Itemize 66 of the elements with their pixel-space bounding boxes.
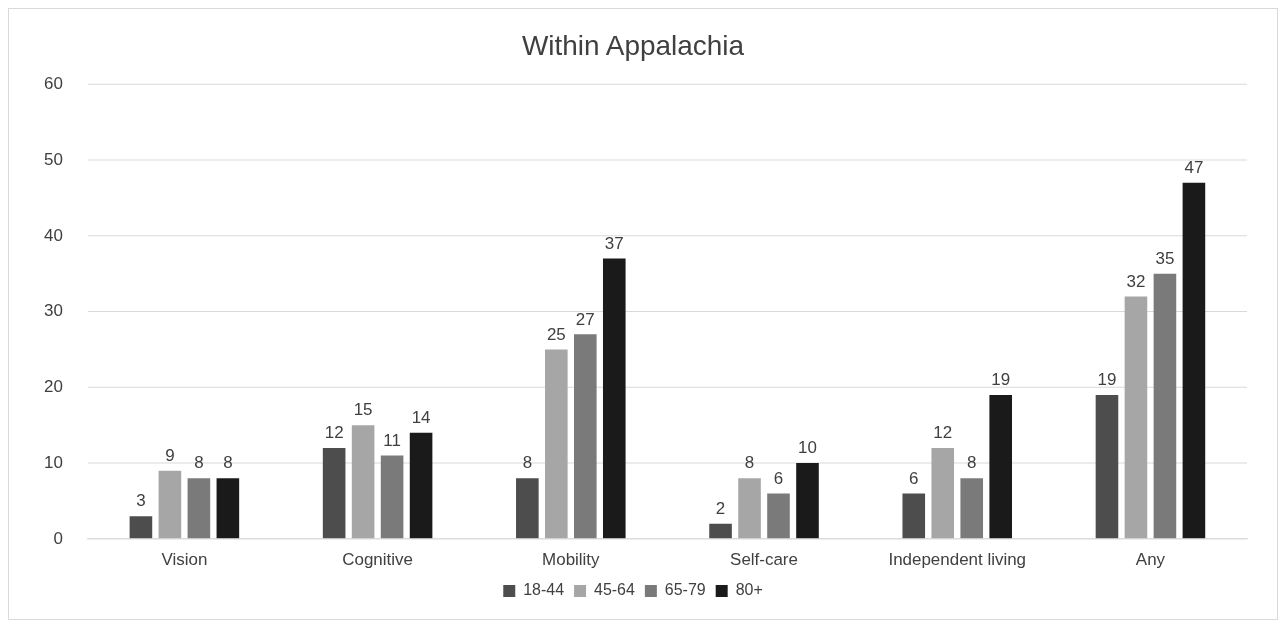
y-tick-label: 60 — [43, 74, 63, 94]
bar — [187, 478, 211, 539]
data-label: 25 — [546, 324, 566, 344]
legend-label: 18-44 — [523, 581, 565, 599]
bar — [767, 493, 790, 539]
bar — [409, 432, 433, 539]
data-label: 9 — [165, 445, 175, 465]
bar — [1182, 182, 1206, 539]
data-label: 19 — [991, 370, 1011, 390]
bar — [931, 447, 955, 539]
bar — [989, 394, 1013, 539]
x-tick-label: Independent living — [888, 549, 1027, 569]
data-label: 37 — [604, 233, 624, 253]
data-label: 8 — [967, 453, 977, 473]
y-tick-label: 30 — [43, 301, 63, 321]
bar — [516, 478, 539, 539]
data-label: 19 — [1097, 370, 1117, 390]
bar — [351, 425, 375, 539]
data-label: 47 — [1184, 158, 1204, 178]
data-label: 11 — [383, 430, 401, 450]
data-label: 6 — [909, 468, 919, 488]
bar — [216, 478, 240, 539]
bar — [1124, 296, 1148, 539]
y-tick-label: 0 — [53, 528, 63, 548]
x-tick-label: Any — [1135, 549, 1166, 569]
x-tick-label: Cognitive — [342, 549, 413, 569]
data-label: 8 — [522, 453, 533, 473]
bar — [129, 516, 153, 539]
bar — [545, 349, 568, 539]
bar — [1153, 273, 1177, 539]
bar — [709, 523, 732, 539]
bar — [158, 470, 182, 539]
bar — [574, 334, 597, 539]
data-label: 12 — [933, 423, 953, 443]
x-tick-label: Mobility — [542, 549, 601, 569]
bar — [380, 455, 404, 539]
legend-label: 45-64 — [594, 581, 636, 599]
data-label: 27 — [575, 309, 595, 329]
data-label: 15 — [353, 400, 373, 420]
data-label: 10 — [798, 438, 817, 458]
data-label: 12 — [324, 423, 344, 443]
x-tick-label: Vision — [161, 549, 208, 569]
data-label: 32 — [1126, 271, 1146, 291]
data-label: 35 — [1155, 248, 1175, 268]
legend-label: 65-79 — [664, 581, 706, 599]
data-label: 8 — [194, 453, 204, 473]
x-tick-label: Self-care — [730, 549, 798, 569]
y-tick-label: 40 — [43, 225, 63, 245]
bar — [960, 478, 984, 539]
legend-label: 80+ — [735, 581, 763, 599]
data-label: 8 — [744, 453, 755, 473]
bar — [1095, 394, 1119, 539]
data-label: 8 — [223, 453, 233, 473]
chart-title: Within Appalachia — [521, 30, 745, 62]
y-tick-label: 10 — [43, 452, 63, 472]
bar — [602, 258, 626, 539]
data-label: 3 — [136, 491, 146, 511]
data-label: 2 — [715, 498, 726, 518]
bar — [796, 463, 819, 539]
bar — [902, 493, 926, 539]
y-tick-label: 50 — [43, 149, 63, 169]
y-tick-label: 20 — [43, 377, 63, 397]
data-label: 14 — [411, 408, 431, 428]
bar — [322, 447, 346, 539]
bar — [738, 478, 761, 539]
data-label: 6 — [773, 468, 784, 488]
